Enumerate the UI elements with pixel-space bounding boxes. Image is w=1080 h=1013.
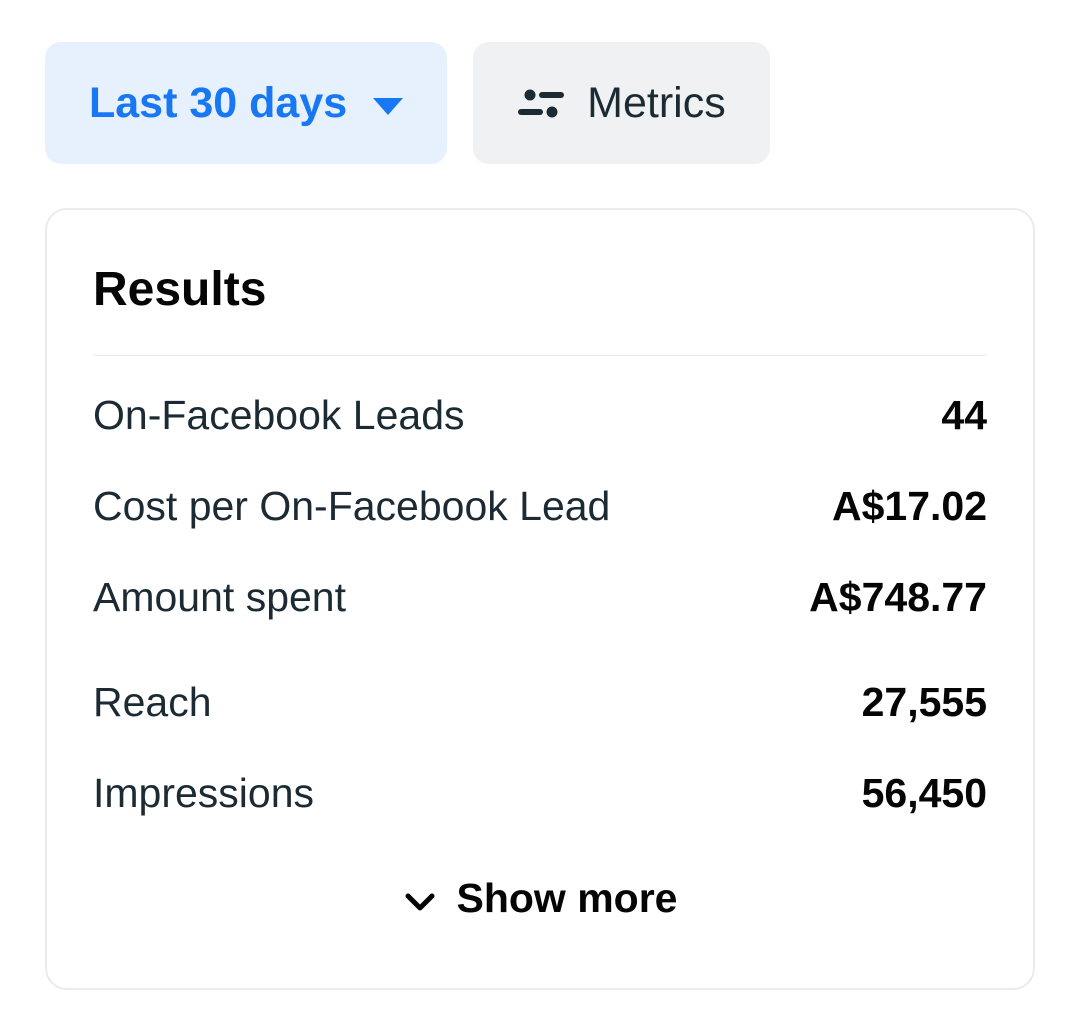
metric-value: 27,555 (861, 679, 987, 725)
chevron-down-icon (403, 890, 437, 914)
row-group-spacer (93, 643, 987, 657)
show-more-label: Show more (456, 875, 678, 921)
metric-row: Amount spent A$748.77 (93, 552, 987, 643)
metric-row: Reach 27,555 (93, 657, 987, 748)
date-range-label: Last 30 days (89, 78, 348, 127)
metric-label: On-Facebook Leads (93, 392, 465, 438)
results-title: Results (93, 263, 267, 316)
toolbar: Last 30 days Metrics (45, 42, 770, 164)
metric-row: On-Facebook Leads 44 (93, 370, 987, 461)
metric-value: 44 (941, 392, 987, 438)
metric-rows: On-Facebook Leads 44 Cost per On-Faceboo… (93, 370, 987, 839)
results-card: Results On-Facebook Leads 44 Cost per On… (45, 208, 1035, 990)
show-more-button[interactable]: Show more (383, 865, 698, 932)
sliders-icon (517, 79, 565, 127)
metric-label: Cost per On-Facebook Lead (93, 483, 611, 529)
metrics-button[interactable]: Metrics (473, 42, 770, 164)
metric-value: A$748.77 (809, 574, 987, 620)
caret-down-icon (373, 97, 404, 115)
metric-label: Amount spent (93, 574, 346, 620)
date-range-button[interactable]: Last 30 days (45, 42, 448, 164)
metric-row: Impressions 56,450 (93, 748, 987, 839)
metric-row: Cost per On-Facebook Lead A$17.02 (93, 461, 987, 552)
metric-value: 56,450 (861, 770, 987, 816)
divider (93, 355, 987, 356)
metric-label: Reach (93, 679, 212, 725)
metric-label: Impressions (93, 770, 315, 816)
metrics-label: Metrics (587, 78, 726, 127)
metric-value: A$17.02 (831, 483, 987, 529)
